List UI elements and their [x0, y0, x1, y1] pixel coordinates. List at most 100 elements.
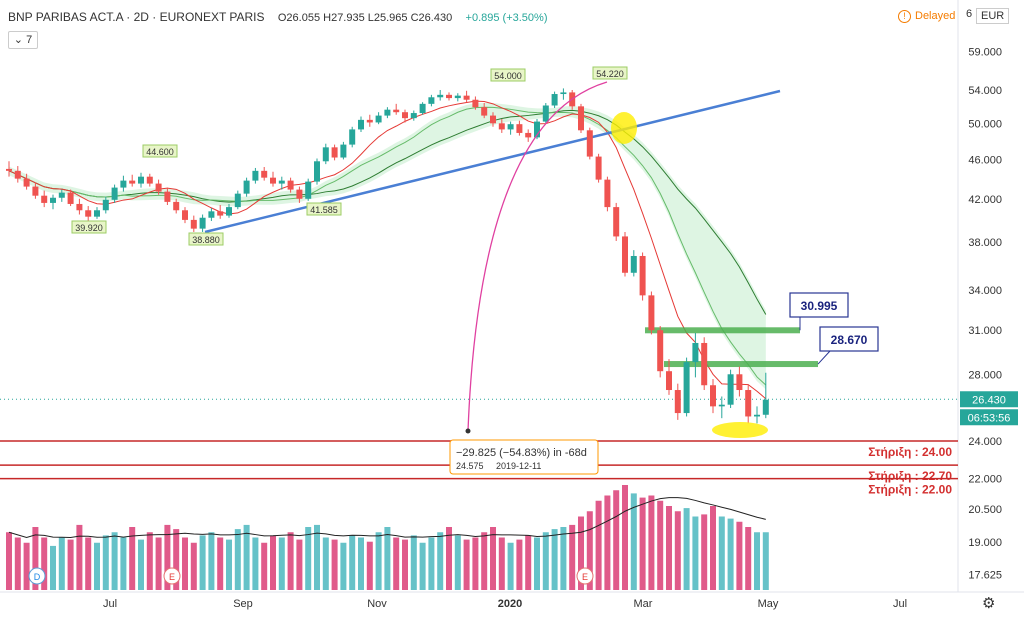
- candle-body[interactable]: [525, 132, 532, 138]
- candle-body[interactable]: [94, 210, 100, 217]
- indicators-toggle[interactable]: ⌄ 7: [8, 31, 38, 49]
- currency-button[interactable]: EUR: [976, 8, 1010, 24]
- candle-body[interactable]: [410, 113, 417, 119]
- resistance-zone[interactable]: [645, 327, 800, 334]
- candle-body[interactable]: [234, 193, 241, 208]
- candle-body[interactable]: [454, 95, 461, 99]
- candle-body[interactable]: [278, 180, 285, 184]
- candle-body[interactable]: [666, 371, 672, 391]
- candle-body[interactable]: [190, 219, 197, 229]
- candle-body[interactable]: [498, 123, 505, 130]
- candle-body[interactable]: [358, 119, 364, 130]
- candle-body[interactable]: [41, 195, 48, 203]
- candle-body[interactable]: [507, 124, 514, 130]
- candle-body[interactable]: [287, 180, 294, 190]
- candle-body[interactable]: [674, 390, 681, 414]
- event-marker[interactable]: [28, 567, 46, 585]
- candle-body[interactable]: [314, 161, 320, 182]
- candle-body[interactable]: [67, 192, 74, 204]
- candle-body[interactable]: [595, 156, 602, 180]
- candle-body[interactable]: [322, 147, 329, 162]
- candle-body[interactable]: [630, 255, 637, 273]
- candle-body[interactable]: [331, 147, 338, 158]
- candle-body[interactable]: [208, 211, 215, 218]
- candle-body[interactable]: [182, 210, 188, 220]
- candle-body[interactable]: [138, 176, 144, 184]
- candle-body[interactable]: [560, 92, 567, 95]
- candle-body[interactable]: [657, 330, 664, 372]
- candle-body[interactable]: [349, 129, 356, 145]
- candle-body[interactable]: [58, 192, 65, 198]
- volume-bar: [41, 537, 48, 590]
- candle-body[interactable]: [578, 106, 584, 131]
- candle-body[interactable]: [762, 399, 769, 415]
- delayed-badge[interactable]: ! Delayed: [898, 10, 955, 23]
- candle-body[interactable]: [375, 115, 382, 123]
- resistance-zone[interactable]: [664, 361, 818, 368]
- candle-body[interactable]: [243, 180, 250, 194]
- candle-body[interactable]: [120, 180, 127, 188]
- candle-body[interactable]: [14, 170, 21, 179]
- candle-body[interactable]: [754, 414, 760, 417]
- candle-body[interactable]: [32, 186, 39, 196]
- candle-body[interactable]: [428, 97, 435, 104]
- candle-body[interactable]: [481, 107, 488, 116]
- candle-body[interactable]: [402, 112, 408, 119]
- event-marker[interactable]: [163, 567, 181, 585]
- candle-body[interactable]: [604, 179, 611, 208]
- candle-body[interactable]: [692, 342, 699, 363]
- candle-body[interactable]: [542, 105, 549, 122]
- candle-body[interactable]: [155, 183, 162, 192]
- candle-body[interactable]: [472, 99, 479, 108]
- candle-body[interactable]: [516, 124, 523, 133]
- candle-body[interactable]: [437, 94, 444, 98]
- candle-body[interactable]: [490, 115, 496, 124]
- candle-body[interactable]: [718, 404, 725, 407]
- candle-body[interactable]: [226, 207, 232, 216]
- candle-body[interactable]: [446, 94, 452, 99]
- trendline[interactable]: [204, 89, 781, 234]
- candle-body[interactable]: [683, 362, 690, 414]
- candle-body[interactable]: [102, 199, 109, 211]
- candle-body[interactable]: [6, 168, 12, 171]
- candle-body[interactable]: [586, 130, 593, 157]
- candle-body[interactable]: [146, 176, 153, 184]
- candle-body[interactable]: [463, 95, 470, 100]
- candle-body[interactable]: [710, 385, 716, 407]
- candle-body[interactable]: [85, 210, 92, 217]
- candle-body[interactable]: [217, 211, 224, 216]
- candle-body[interactable]: [261, 170, 268, 178]
- candle-body[interactable]: [111, 187, 118, 200]
- candle-body[interactable]: [736, 374, 743, 391]
- candle-body[interactable]: [366, 119, 373, 123]
- candle-body[interactable]: [129, 180, 136, 184]
- candle-body[interactable]: [164, 191, 171, 202]
- candle-body[interactable]: [701, 342, 708, 386]
- candle-body[interactable]: [639, 255, 646, 296]
- candle-body[interactable]: [727, 374, 734, 405]
- event-marker[interactable]: [576, 567, 594, 585]
- candle-body[interactable]: [393, 109, 400, 113]
- candle-body[interactable]: [551, 94, 558, 106]
- candle-body[interactable]: [613, 207, 620, 237]
- candle-body[interactable]: [745, 390, 752, 417]
- candle-body[interactable]: [534, 121, 540, 138]
- candle-body[interactable]: [648, 295, 655, 331]
- candle-body[interactable]: [50, 197, 56, 203]
- symbol-title[interactable]: BNP PARIBAS ACT.A · 2D · EURONEXT PARIS: [8, 10, 265, 24]
- candle-body[interactable]: [76, 203, 83, 211]
- candle-body[interactable]: [622, 236, 628, 273]
- candle-body[interactable]: [296, 189, 303, 199]
- volume-ma-line: [8, 497, 766, 539]
- candle-body[interactable]: [305, 181, 312, 199]
- candle-body[interactable]: [340, 144, 347, 158]
- candle-body[interactable]: [23, 178, 30, 187]
- candle-body[interactable]: [173, 201, 180, 211]
- candle-body[interactable]: [199, 217, 206, 229]
- candle-body[interactable]: [252, 170, 259, 181]
- candle-body[interactable]: [419, 103, 426, 114]
- candle-body[interactable]: [384, 109, 391, 116]
- candle-body[interactable]: [270, 177, 276, 184]
- gear-icon[interactable]: ⚙: [982, 595, 996, 612]
